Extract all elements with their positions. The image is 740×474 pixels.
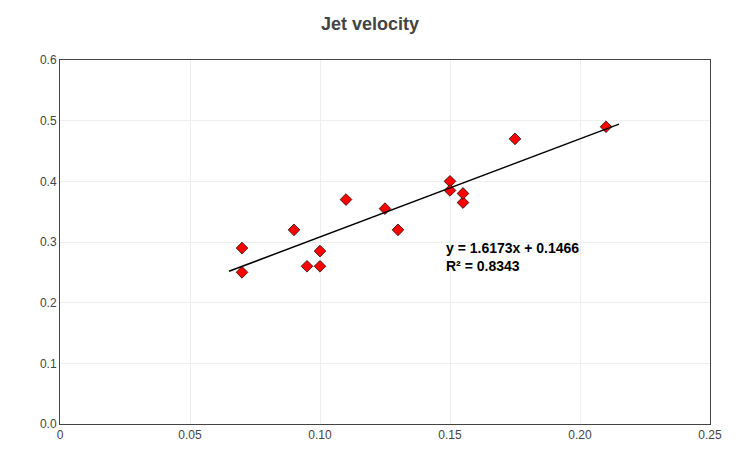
svg-text:0.2: 0.2 [40,296,57,310]
svg-text:0.4: 0.4 [40,175,57,189]
svg-text:0.25: 0.25 [698,428,722,442]
svg-text:0.0: 0.0 [40,417,57,431]
svg-text:0.05: 0.05 [178,428,202,442]
svg-text:0.1: 0.1 [40,357,57,371]
svg-text:0.10: 0.10 [308,428,332,442]
svg-text:0.5: 0.5 [40,114,57,128]
svg-text:y = 1.6173x + 0.1466R² = 0.834: y = 1.6173x + 0.1466R² = 0.8343 [446,240,579,274]
svg-text:0.20: 0.20 [568,428,592,442]
svg-text:Jet velocity: Jet velocity [321,14,419,34]
svg-text:0: 0 [57,428,64,442]
svg-text:0.6: 0.6 [40,53,57,67]
svg-text:0.3: 0.3 [40,235,57,249]
svg-text:0.15: 0.15 [438,428,462,442]
